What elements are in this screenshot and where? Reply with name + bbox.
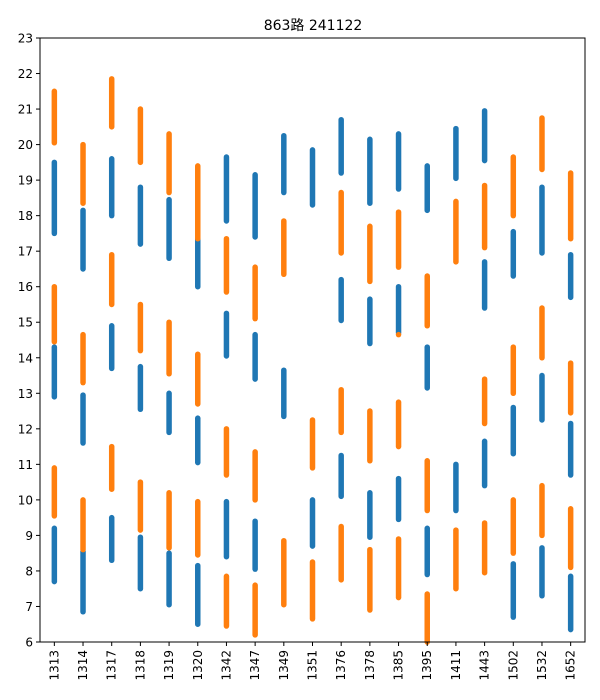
x-tick-label-1317: 1317 [105, 650, 119, 681]
y-tick-label-15: 15 [18, 316, 33, 330]
y-tick-label-18: 18 [18, 209, 33, 223]
x-tick-label-1532: 1532 [535, 650, 549, 681]
x-tick-label-1349: 1349 [277, 650, 291, 681]
x-tick-label-1395: 1395 [420, 650, 434, 681]
marks-layer [51, 76, 574, 645]
x-tick-label-1318: 1318 [133, 650, 147, 681]
x-tick-label-1385: 1385 [392, 650, 406, 681]
x-axis: 1313 1314 1317 1318 1319 1320 1342 1347 1349 1351… [47, 642, 578, 681]
y-tick-label-21: 21 [18, 103, 33, 117]
x-tick-label-1378: 1378 [363, 650, 377, 681]
y-tick-label-7: 7 [25, 600, 33, 614]
y-tick-label-9: 9 [25, 529, 33, 543]
x-tick-label-1443: 1443 [478, 650, 492, 681]
y-tick-label-16: 16 [18, 280, 33, 294]
y-tick-label-12: 12 [18, 422, 33, 436]
x-tick-label-1314: 1314 [76, 650, 90, 681]
y-axis: 6 7 8 9 10 11 12 13 14 15 16 17 18 19 20 21 22 23 [18, 32, 40, 650]
plot-frame [39, 37, 586, 643]
x-tick-label-1313: 1313 [47, 650, 61, 681]
y-tick-label-11: 11 [18, 458, 33, 472]
y-tick-label-17: 17 [18, 245, 33, 259]
x-tick-label-1347: 1347 [248, 650, 262, 681]
chart-title: 863路 241122 [264, 18, 363, 34]
y-tick-label-14: 14 [18, 351, 33, 365]
y-tick-label-23: 23 [18, 32, 33, 46]
y-tick-label-13: 13 [18, 387, 33, 401]
x-tick-label-1351: 1351 [306, 650, 320, 681]
x-tick-label-1342: 1342 [219, 650, 233, 681]
x-tick-label-1652: 1652 [564, 650, 578, 681]
x-tick-label-1319: 1319 [162, 650, 176, 681]
x-tick-label-1502: 1502 [506, 650, 520, 681]
x-tick-label-1411: 1411 [449, 650, 463, 681]
y-tick-label-19: 19 [18, 174, 33, 188]
y-tick-label-22: 22 [18, 67, 33, 81]
y-tick-label-20: 20 [18, 138, 33, 152]
y-tick-label-8: 8 [25, 564, 33, 578]
x-tick-label-1320: 1320 [191, 650, 205, 681]
y-tick-label-6: 6 [25, 636, 33, 650]
x-tick-label-1376: 1376 [334, 650, 348, 681]
y-tick-label-10: 10 [18, 493, 33, 507]
